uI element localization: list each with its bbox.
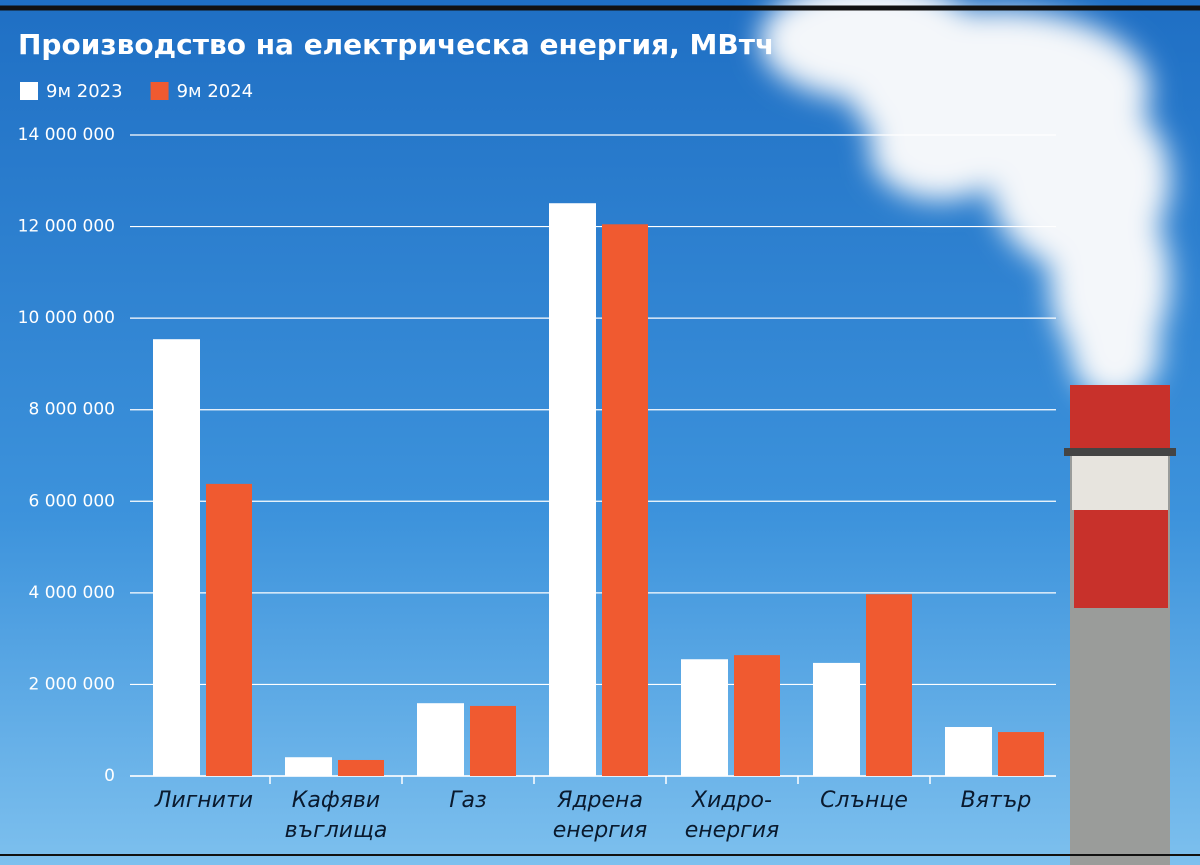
legend-swatch [20,82,38,100]
bar [998,732,1044,776]
legend-label: 9м 2023 [46,81,123,102]
bar [470,705,516,776]
x-tick-label: Кафяви въглища [284,788,388,843]
x-tick-label: Ядрена енергия [552,788,648,843]
bar [813,662,860,776]
bar [285,757,332,776]
x-tick-label: Лигнити [154,788,254,813]
y-tick-label: 8 000 000 [28,400,115,420]
legend-swatch [150,82,169,100]
bar [866,594,912,776]
x-tick-label: Слънце [820,788,908,813]
y-tick-label: 0 [104,766,115,786]
x-tick-label: Хидро- енергия [684,788,780,843]
y-tick-label: 12 000 000 [18,217,115,237]
x-tick-label: Газ [449,788,487,813]
x-tick-label: Вятър [960,788,1032,813]
bar [206,483,252,776]
chimney [1064,385,1176,865]
bar [153,339,200,776]
bar [602,224,648,776]
bar [681,659,728,776]
bar [945,727,992,776]
bar [338,759,384,776]
legend-label: 9м 2024 [177,81,254,102]
y-tick-label: 14 000 000 [18,125,115,145]
smoke [760,0,1170,400]
y-tick-label: 10 000 000 [18,308,115,328]
chart-title: Производство на електрическа енергия, МВ… [18,28,774,61]
bar [417,703,464,776]
bar [549,203,596,777]
y-tick-label: 2 000 000 [28,674,115,694]
y-tick-label: 4 000 000 [28,583,115,603]
bar [734,655,780,776]
y-tick-label: 6 000 000 [28,491,115,511]
